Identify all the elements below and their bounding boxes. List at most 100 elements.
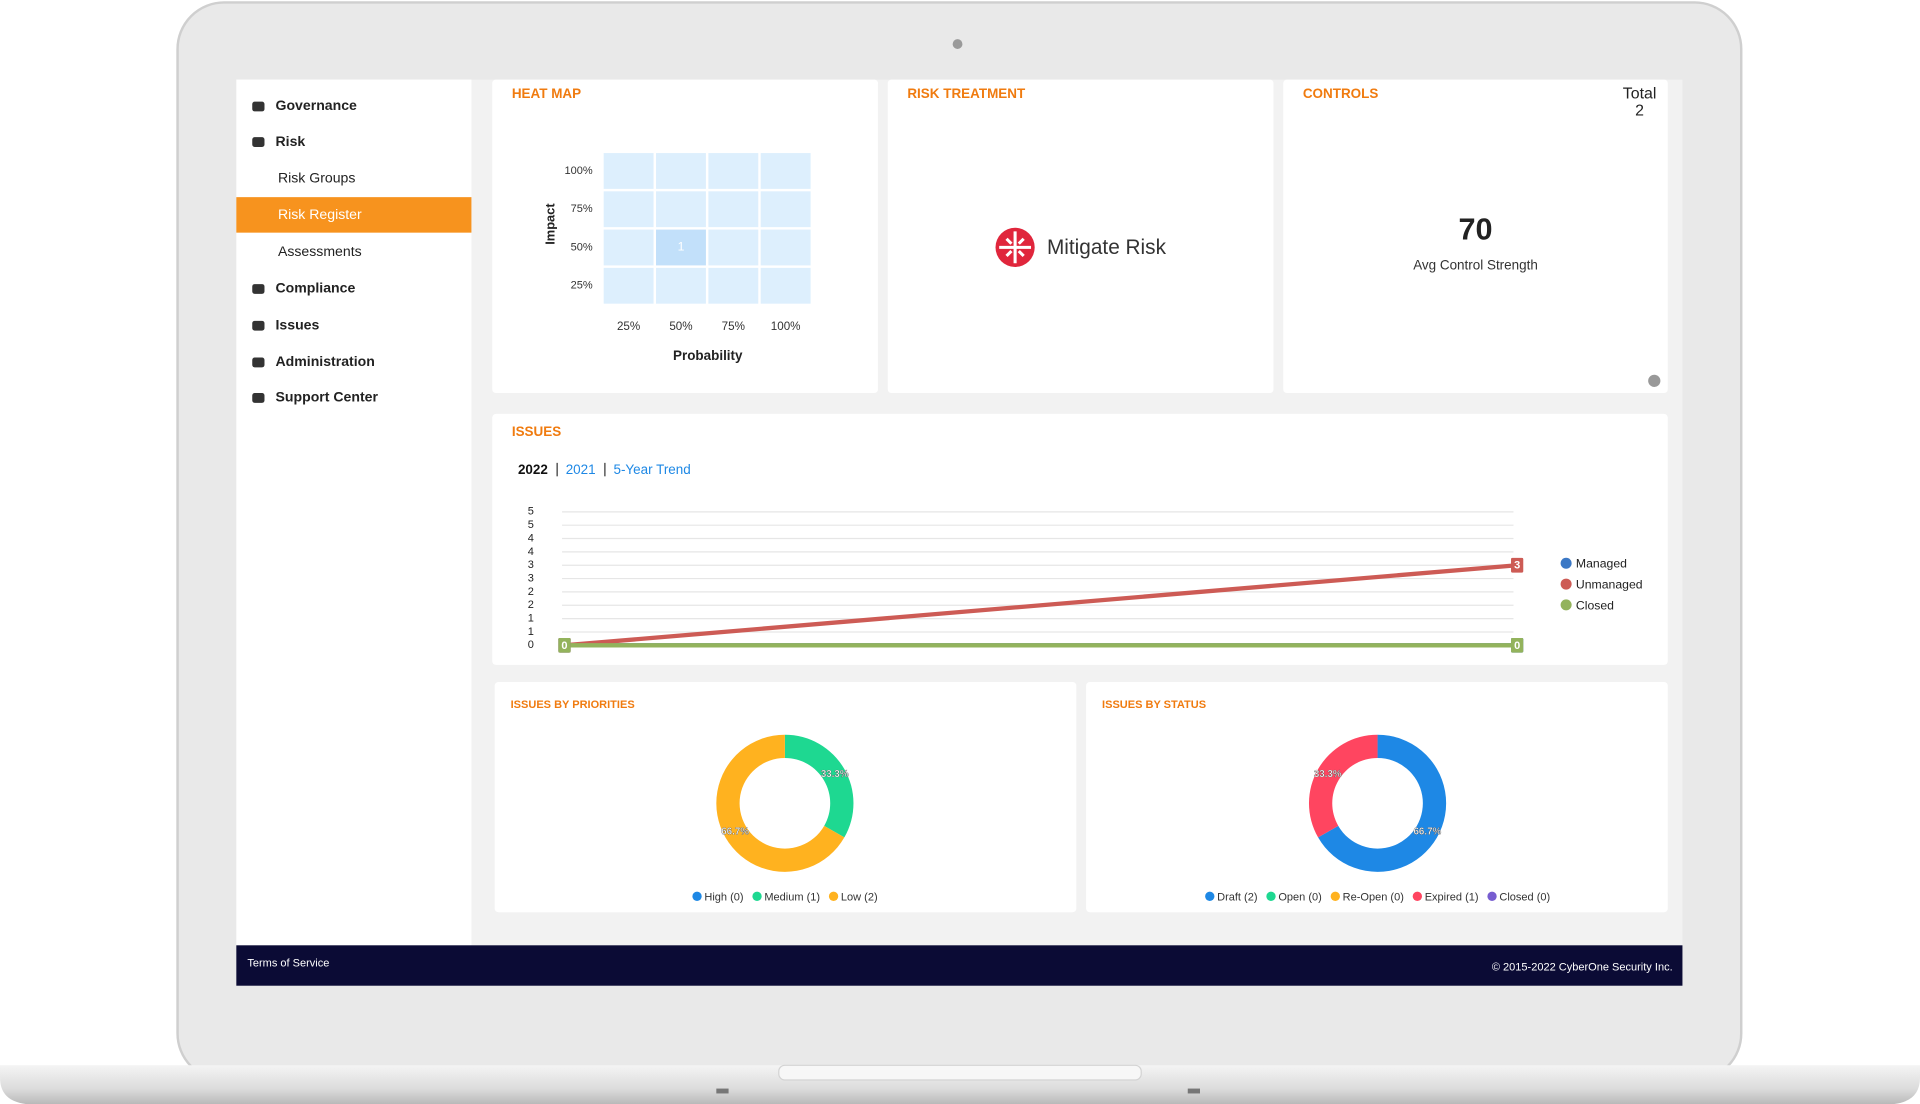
legend-marker <box>1560 557 1572 569</box>
sidebar-menu: Governance Risk Risk Groups Risk Register As… <box>236 97 472 405</box>
x-tick-label: 50% <box>669 320 692 333</box>
legend-marker <box>1412 891 1423 901</box>
heat-cell <box>708 229 759 266</box>
help-icon[interactable] <box>1648 374 1661 387</box>
legend-marker <box>828 891 839 901</box>
footer <box>236 945 1683 986</box>
legend-marker <box>1560 578 1572 590</box>
legend-label[interactable]: Low (2) <box>841 891 878 903</box>
menu-item[interactable]: Governance <box>276 97 358 113</box>
treatment-label: Mitigate Risk <box>1047 236 1167 259</box>
y-tick-label: 3 <box>528 559 534 571</box>
data-label-bg <box>558 637 571 653</box>
y-tick-label: 2 <box>528 599 534 611</box>
y-tick-label: 5 <box>528 519 534 531</box>
legend-label[interactable]: Open (0) <box>1278 891 1321 903</box>
menu-item[interactable]: Administration <box>276 353 375 369</box>
donut-segment <box>716 734 845 872</box>
heat-cell <box>603 191 654 228</box>
y-tick-label: 0 <box>528 639 534 651</box>
foot <box>1187 1088 1201 1094</box>
data-label: 0 <box>561 640 567 652</box>
legend-label: Unmanaged <box>1576 578 1643 592</box>
donut-segment <box>1318 734 1447 872</box>
y-tick-label: 1 <box>528 613 534 625</box>
heat-cell <box>656 191 706 228</box>
legend-label[interactable]: Re-Open (0) <box>1343 891 1404 903</box>
card-title: ISSUES BY STATUS <box>1102 699 1206 711</box>
card-title: ISSUES <box>512 424 561 439</box>
heat-cell <box>603 153 654 189</box>
data-label: 0 <box>1514 640 1520 652</box>
legend-marker <box>1560 599 1572 611</box>
menu-icon <box>252 357 265 368</box>
legend-label[interactable]: Expired (1) <box>1425 891 1479 903</box>
card-title: ISSUES BY PRIORITIES <box>511 699 635 711</box>
legend-label[interactable]: High (0) <box>704 891 743 903</box>
x-tick-label: 75% <box>722 320 745 333</box>
controls-card <box>1283 79 1668 394</box>
card-title: CONTROLS <box>1303 86 1379 101</box>
donut-label: 33.3% <box>821 769 849 780</box>
total-label: Total <box>1623 85 1657 102</box>
x-axis-title: Probability <box>673 348 743 363</box>
heat-cell <box>760 191 811 228</box>
menu-item[interactable]: Risk <box>276 133 306 149</box>
legend-label[interactable]: Draft (2) <box>1217 891 1257 903</box>
x-tick-label: 25% <box>617 320 640 333</box>
tab[interactable]: 2022 <box>518 462 548 477</box>
footer-link[interactable]: Terms of Service <box>247 958 329 970</box>
legend-label[interactable]: Medium (1) <box>764 891 820 903</box>
heat-cell <box>603 267 654 304</box>
donut-legend: High (0) Medium (1) Low (2) <box>692 891 878 903</box>
heat-cell <box>708 153 759 189</box>
y-axis-title: Impact <box>542 203 557 245</box>
tab[interactable]: 2021 <box>566 462 596 477</box>
laptop-base <box>0 1065 1920 1104</box>
donut-label: 33.3% <box>1314 769 1342 780</box>
data-label: 3 <box>1514 560 1520 572</box>
legend-marker <box>692 891 702 901</box>
legend-marker <box>1266 891 1276 901</box>
notch <box>778 1064 1142 1081</box>
donut-legend: Draft (2) Open (0) Re-Open (0) Expired (1) C… <box>1205 891 1550 903</box>
y-tick-label: 100% <box>564 165 592 177</box>
donut-label: 66.7% <box>1413 827 1441 838</box>
legend-label: Closed <box>1576 598 1614 612</box>
menu-icon <box>252 320 265 331</box>
heat-cell <box>656 153 706 189</box>
menu-item[interactable]: Compliance <box>276 280 356 296</box>
legend-marker <box>1487 891 1497 901</box>
y-tick-label: 25% <box>571 280 593 292</box>
donut-label: 66.7% <box>721 827 749 838</box>
foot <box>716 1088 729 1094</box>
menu-item[interactable]: Risk Groups <box>278 169 355 185</box>
data-label-bg <box>1511 557 1524 573</box>
tab[interactable]: 5-Year Trend <box>613 462 690 477</box>
heat-cell <box>656 229 706 266</box>
y-tick-label: 75% <box>571 203 593 215</box>
data-label-bg <box>1511 637 1524 653</box>
menu-item[interactable]: Risk Register <box>278 206 362 222</box>
mitigate-icon-mark <box>999 231 1032 264</box>
menu-item[interactable]: Issues <box>276 316 320 332</box>
legend-marker <box>1205 891 1215 901</box>
heat-cell <box>656 267 706 304</box>
x-tick-label: 100% <box>771 320 801 333</box>
legend-label[interactable]: Closed (0) <box>1499 891 1550 903</box>
heat-cell <box>708 267 759 304</box>
menu-item[interactable]: Support Center <box>276 389 379 405</box>
heat-cell <box>708 191 759 228</box>
heat-cell <box>603 229 654 266</box>
menu-icon <box>252 101 265 112</box>
menu-item[interactable]: Assessments <box>278 243 362 259</box>
footer-copyright: © 2015-2022 CyberOne Security Inc. <box>1492 961 1673 973</box>
issues-card <box>492 413 1668 665</box>
legend-marker <box>752 891 762 901</box>
active-item <box>236 197 472 233</box>
control-strength: 70 <box>1458 213 1492 247</box>
total-value: 2 <box>1635 103 1644 120</box>
